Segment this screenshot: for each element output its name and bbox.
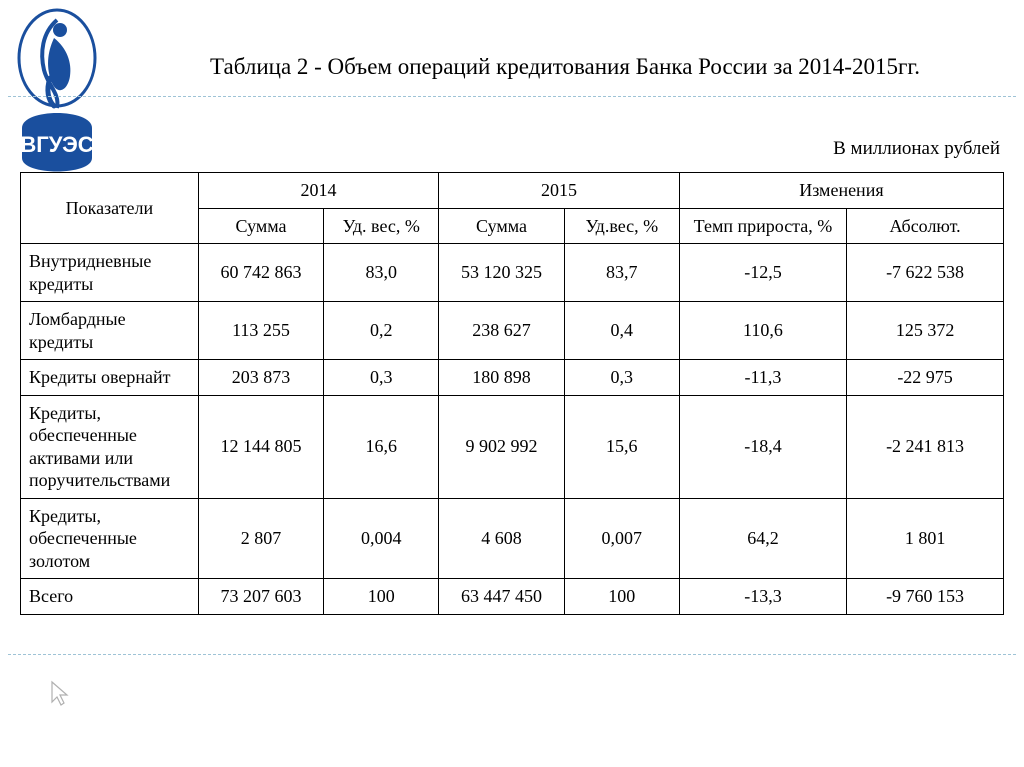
cell-value: 113 255 bbox=[198, 302, 323, 360]
cell-label: Кредиты, обеспеченные золотом bbox=[21, 498, 199, 579]
col-weight-2015: Уд.вес, % bbox=[564, 208, 679, 244]
cell-value: 203 873 bbox=[198, 360, 323, 396]
cell-value: 64,2 bbox=[679, 498, 846, 579]
cell-label: Всего bbox=[21, 579, 199, 615]
col-group-2015: 2015 bbox=[439, 173, 680, 209]
cell-value: 125 372 bbox=[847, 302, 1004, 360]
cell-value: -18,4 bbox=[679, 395, 846, 498]
cell-value: 53 120 325 bbox=[439, 244, 564, 302]
cell-value: 63 447 450 bbox=[439, 579, 564, 615]
cell-value: 4 608 bbox=[439, 498, 564, 579]
col-growth-rate: Темп прироста, % bbox=[679, 208, 846, 244]
table-row: Внутридневные кредиты 60 742 863 83,0 53… bbox=[21, 244, 1004, 302]
cell-value: -11,3 bbox=[679, 360, 846, 396]
cell-value: 100 bbox=[564, 579, 679, 615]
data-table-wrapper: Показатели 2014 2015 Изменения Сумма Уд.… bbox=[20, 172, 1004, 615]
cell-value: -12,5 bbox=[679, 244, 846, 302]
table-title: Таблица 2 - Объем операций кредитования … bbox=[150, 54, 980, 80]
col-sum-2014: Сумма bbox=[198, 208, 323, 244]
cell-value: -7 622 538 bbox=[847, 244, 1004, 302]
col-group-2014: 2014 bbox=[198, 173, 439, 209]
cursor-icon bbox=[50, 680, 70, 706]
units-label: В миллионах рублей bbox=[833, 138, 1000, 160]
cell-value: 100 bbox=[324, 579, 439, 615]
col-group-changes: Изменения bbox=[679, 173, 1003, 209]
data-table: Показатели 2014 2015 Изменения Сумма Уд.… bbox=[20, 172, 1004, 615]
col-sum-2015: Сумма bbox=[439, 208, 564, 244]
col-indicator: Показатели bbox=[21, 173, 199, 244]
cell-label: Ломбардные кредиты bbox=[21, 302, 199, 360]
cell-value: 12 144 805 bbox=[198, 395, 323, 498]
table-row: Кредиты овернайт 203 873 0,3 180 898 0,3… bbox=[21, 360, 1004, 396]
cell-value: 0,3 bbox=[564, 360, 679, 396]
cell-value: 73 207 603 bbox=[198, 579, 323, 615]
cell-label: Внутридневные кредиты bbox=[21, 244, 199, 302]
logo-text: ВГУЭС bbox=[20, 132, 93, 157]
divider-top bbox=[8, 96, 1016, 97]
cell-label: Кредиты, обеспеченные активами или поруч… bbox=[21, 395, 199, 498]
cell-value: 9 902 992 bbox=[439, 395, 564, 498]
cell-value: -22 975 bbox=[847, 360, 1004, 396]
cell-label: Кредиты овернайт bbox=[21, 360, 199, 396]
cell-value: 83,7 bbox=[564, 244, 679, 302]
divider-bottom bbox=[8, 654, 1016, 655]
table-row: Всего 73 207 603 100 63 447 450 100 -13,… bbox=[21, 579, 1004, 615]
table-row: Кредиты, обеспеченные золотом 2 807 0,00… bbox=[21, 498, 1004, 579]
cell-value: 0,004 bbox=[324, 498, 439, 579]
cell-value: 2 807 bbox=[198, 498, 323, 579]
cell-value: 0,2 bbox=[324, 302, 439, 360]
cell-value: 1 801 bbox=[847, 498, 1004, 579]
slide-page: ВГУЭС Таблица 2 - Объем операций кредито… bbox=[0, 0, 1024, 767]
vgues-logo: ВГУЭС bbox=[12, 8, 102, 176]
cell-value: -13,3 bbox=[679, 579, 846, 615]
table-body: Внутридневные кредиты 60 742 863 83,0 53… bbox=[21, 244, 1004, 615]
cell-value: 0,4 bbox=[564, 302, 679, 360]
cell-value: 238 627 bbox=[439, 302, 564, 360]
cell-value: 180 898 bbox=[439, 360, 564, 396]
table-row: Кредиты, обеспеченные активами или поруч… bbox=[21, 395, 1004, 498]
cell-value: 16,6 bbox=[324, 395, 439, 498]
cell-value: 83,0 bbox=[324, 244, 439, 302]
table-row: Ломбардные кредиты 113 255 0,2 238 627 0… bbox=[21, 302, 1004, 360]
cell-value: 0,007 bbox=[564, 498, 679, 579]
cell-value: -2 241 813 bbox=[847, 395, 1004, 498]
cell-value: -9 760 153 bbox=[847, 579, 1004, 615]
cell-value: 0,3 bbox=[324, 360, 439, 396]
header-row-1: Показатели 2014 2015 Изменения bbox=[21, 173, 1004, 209]
cell-value: 110,6 bbox=[679, 302, 846, 360]
cell-value: 15,6 bbox=[564, 395, 679, 498]
col-absolute: Абсолют. bbox=[847, 208, 1004, 244]
col-weight-2014: Уд. вес, % bbox=[324, 208, 439, 244]
cell-value: 60 742 863 bbox=[198, 244, 323, 302]
